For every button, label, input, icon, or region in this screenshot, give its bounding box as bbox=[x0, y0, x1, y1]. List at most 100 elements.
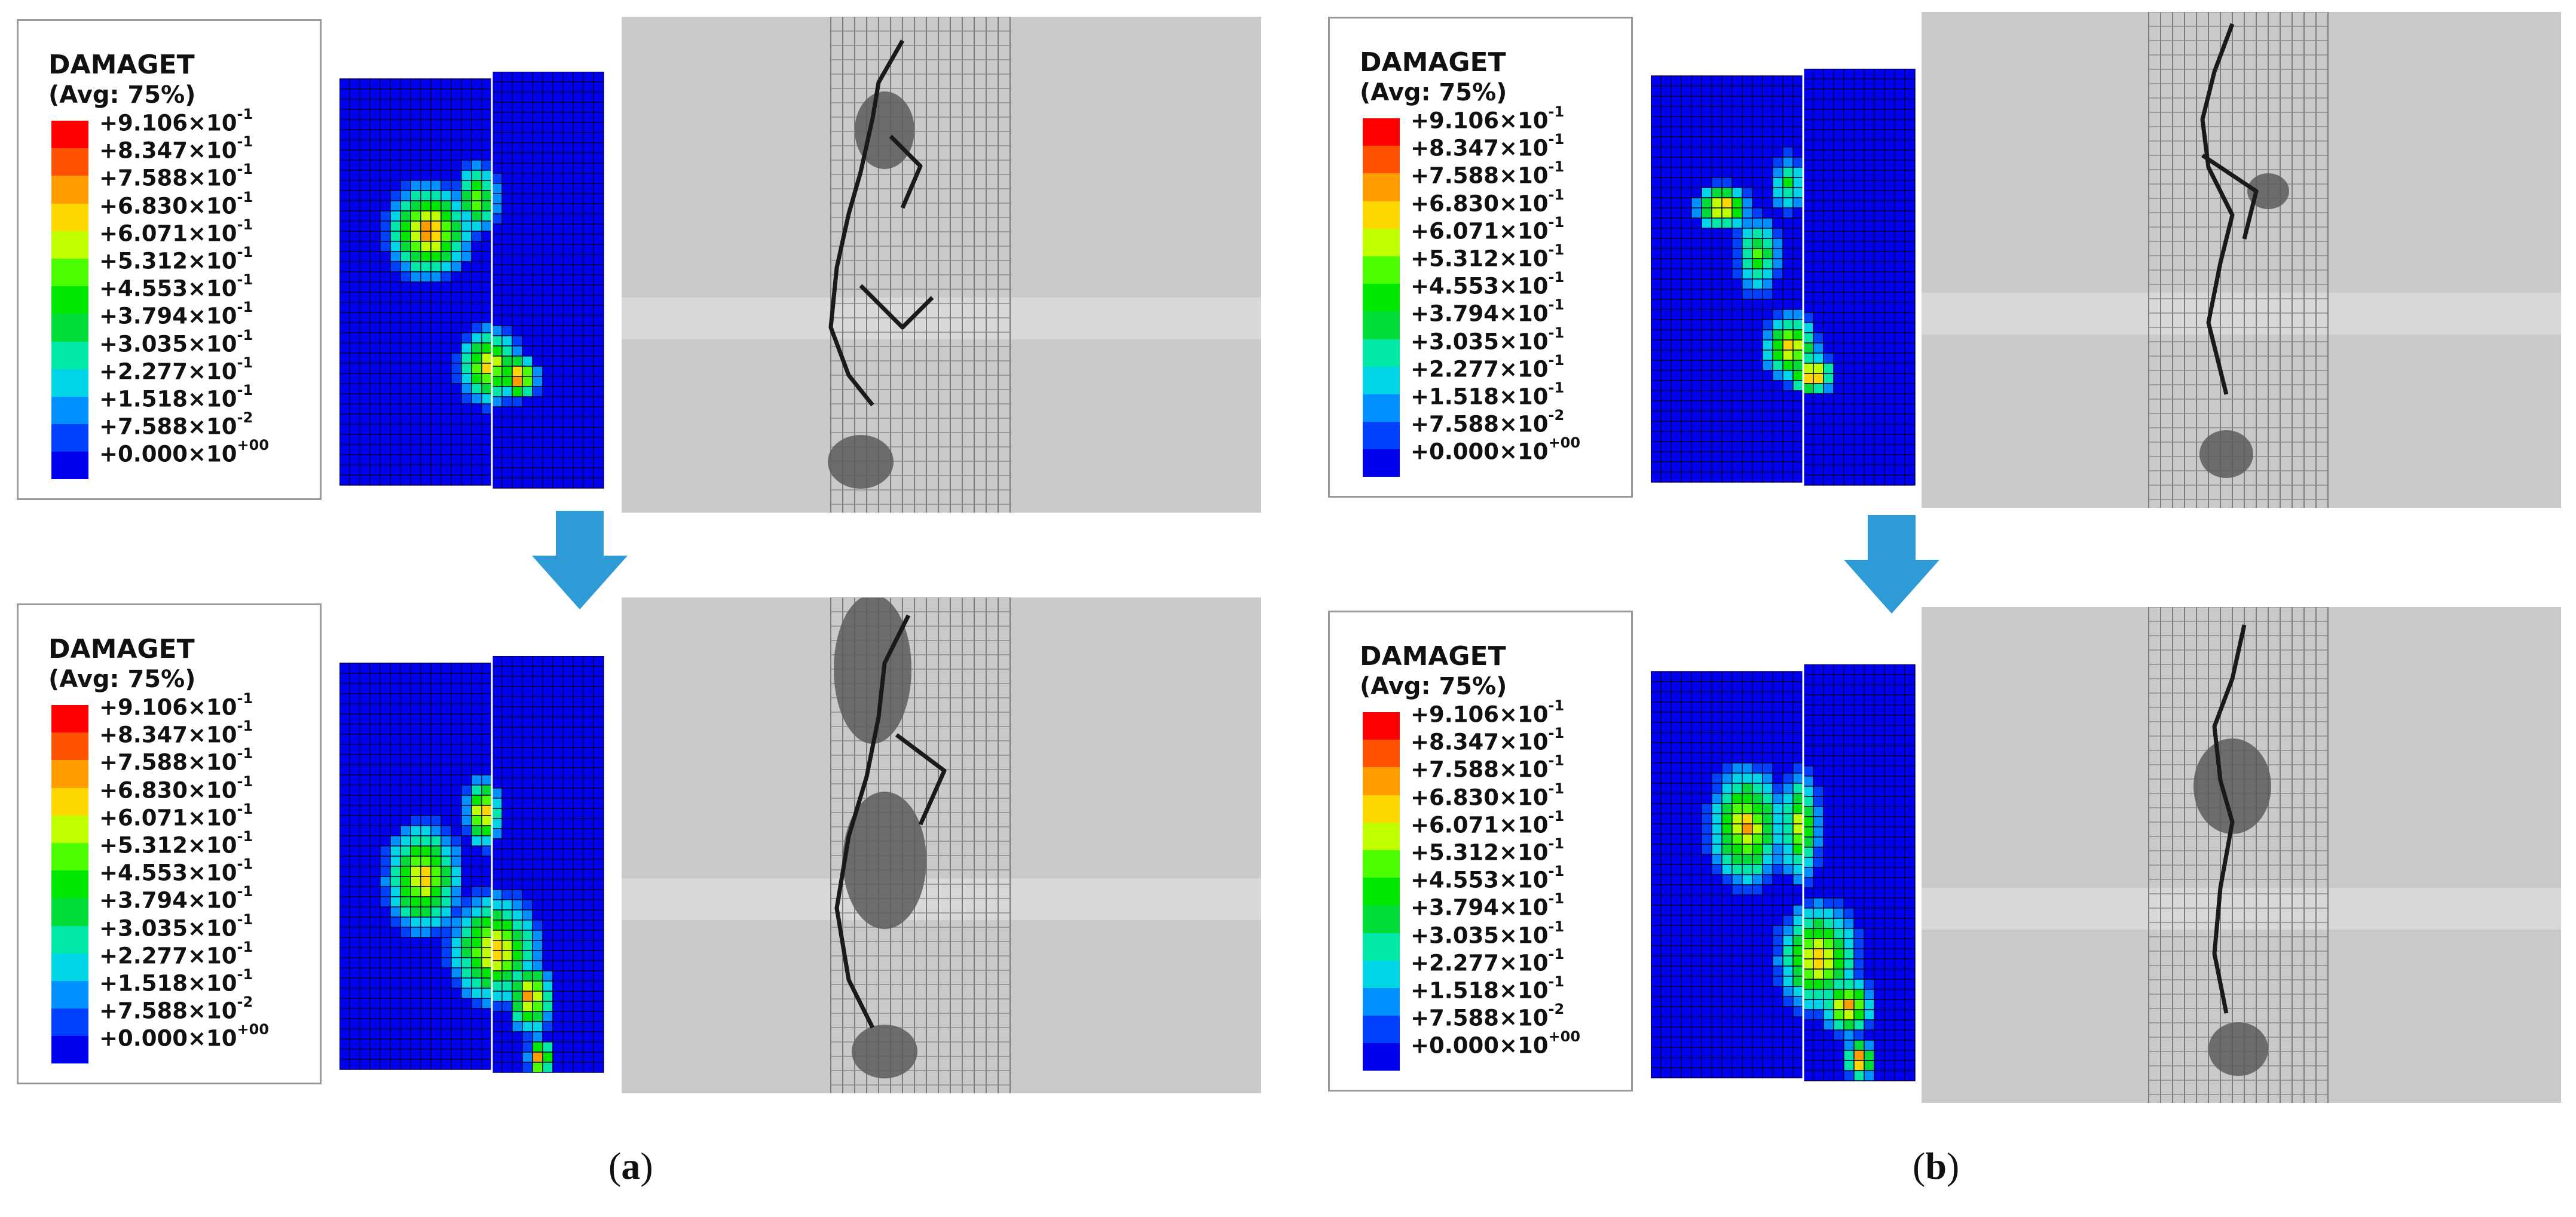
fe-element bbox=[420, 352, 432, 364]
fe-element bbox=[1853, 281, 1865, 293]
legend-tick-label: +3.035×10-1 bbox=[1411, 919, 1564, 948]
fe-element bbox=[1742, 421, 1753, 432]
fe-element bbox=[1843, 704, 1855, 716]
fe-element bbox=[1660, 1067, 1672, 1078]
fe-element bbox=[1660, 884, 1672, 896]
fe-element bbox=[380, 210, 391, 222]
fe-element bbox=[1651, 329, 1662, 341]
fe-element bbox=[1874, 241, 1885, 252]
fe-element bbox=[471, 947, 482, 958]
fe-element bbox=[481, 200, 492, 211]
fe-element bbox=[1691, 431, 1702, 442]
fe-element bbox=[1651, 793, 1662, 804]
fe-element bbox=[542, 467, 553, 479]
fe-element bbox=[1762, 360, 1773, 371]
fe-element bbox=[1731, 116, 1743, 127]
fe-element bbox=[1651, 813, 1662, 824]
legend-swatch bbox=[1363, 228, 1400, 256]
legend-tick-label: +0.000×10+00 bbox=[99, 438, 269, 465]
fe-element bbox=[359, 160, 371, 171]
fe-element bbox=[1752, 329, 1763, 341]
fe-element bbox=[1752, 289, 1763, 300]
fe-element bbox=[573, 355, 584, 367]
fe-element bbox=[1864, 806, 1875, 817]
fe-element bbox=[451, 119, 462, 130]
fe-element bbox=[1691, 400, 1702, 412]
fe-element bbox=[522, 467, 533, 479]
fe-element bbox=[532, 828, 543, 839]
fe-element bbox=[1711, 248, 1723, 259]
fe-element bbox=[522, 879, 533, 890]
fe-element bbox=[1803, 755, 1814, 767]
fe-element bbox=[1742, 471, 1753, 483]
fe-element bbox=[1762, 701, 1773, 713]
fe-element bbox=[491, 325, 503, 336]
fe-element bbox=[1681, 722, 1692, 733]
fe-element bbox=[1752, 701, 1763, 713]
fe-element bbox=[1853, 745, 1865, 756]
fe-element bbox=[491, 1041, 503, 1053]
fe-element bbox=[1874, 979, 1885, 990]
legend-tick-label: +1.518×10-1 bbox=[1411, 974, 1564, 1001]
fe-element bbox=[522, 757, 533, 768]
fe-element bbox=[1884, 434, 1895, 445]
fe-element bbox=[1711, 844, 1723, 855]
fe-element bbox=[1853, 352, 1865, 364]
fe-element bbox=[552, 879, 564, 890]
fe-element bbox=[471, 393, 482, 404]
tick-exponent: -1 bbox=[1548, 725, 1565, 742]
fe-element bbox=[1853, 704, 1865, 716]
fe-element bbox=[1681, 1067, 1692, 1078]
fe-element bbox=[380, 200, 391, 211]
fe-element bbox=[339, 129, 350, 140]
fe-element bbox=[491, 81, 503, 93]
fe-element bbox=[512, 696, 523, 707]
tick-mantissa: +3.035×10 bbox=[1411, 922, 1549, 948]
fe-element bbox=[593, 930, 604, 941]
fe-element bbox=[1864, 69, 1875, 79]
fe-element bbox=[471, 876, 482, 887]
fe-element bbox=[390, 1008, 401, 1019]
fe-element bbox=[522, 112, 533, 123]
fe-element bbox=[542, 706, 553, 718]
fe-element bbox=[1803, 413, 1814, 425]
fe-element bbox=[471, 220, 482, 232]
fe-element bbox=[420, 332, 432, 344]
fe-element bbox=[573, 142, 584, 154]
fe-element bbox=[1721, 935, 1733, 946]
fe-element bbox=[1843, 836, 1855, 848]
fe-element bbox=[339, 292, 350, 303]
fe-element bbox=[349, 957, 360, 968]
fe-element bbox=[1803, 999, 1814, 1010]
fe-element bbox=[1782, 854, 1794, 865]
fe-element bbox=[410, 784, 421, 796]
fe-element bbox=[1884, 694, 1895, 706]
fe-element bbox=[1792, 278, 1804, 290]
fe-element bbox=[339, 957, 350, 968]
fe-element bbox=[1782, 85, 1794, 97]
legend-swatch bbox=[51, 953, 88, 981]
fe-element bbox=[390, 967, 401, 979]
fe-element bbox=[359, 1028, 371, 1040]
fe-element bbox=[1711, 854, 1723, 865]
fe-element bbox=[583, 706, 594, 718]
fe-element bbox=[359, 322, 371, 333]
fe-element bbox=[339, 231, 350, 242]
fe-element bbox=[573, 869, 584, 880]
fe-element bbox=[400, 906, 411, 918]
fe-element bbox=[1843, 302, 1855, 313]
fe-element bbox=[593, 970, 604, 982]
fe-element bbox=[359, 292, 371, 303]
fe-element bbox=[420, 744, 432, 755]
fe-element bbox=[1762, 136, 1773, 148]
fe-element bbox=[562, 787, 574, 799]
fe-element bbox=[1813, 735, 1824, 746]
fe-element bbox=[1701, 75, 1712, 87]
fe-element bbox=[359, 1059, 371, 1070]
tick-mantissa: +5.312×10 bbox=[99, 832, 237, 859]
fe-element bbox=[461, 190, 472, 201]
fe-element bbox=[1772, 1037, 1783, 1048]
fe-element bbox=[1864, 674, 1875, 685]
legend-swatch bbox=[51, 369, 88, 397]
fe-element bbox=[390, 693, 401, 704]
